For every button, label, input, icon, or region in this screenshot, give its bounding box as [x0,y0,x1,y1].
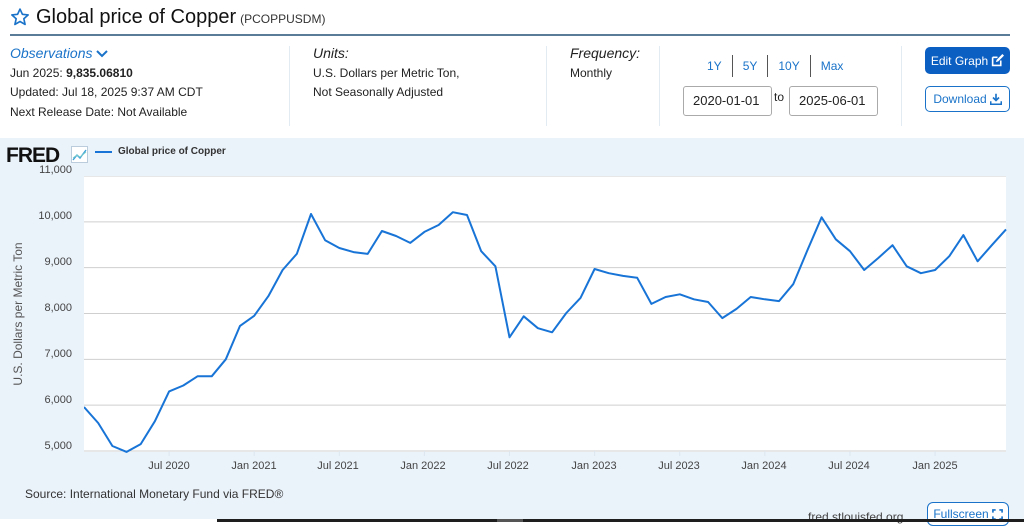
date-range-quick-links: 1Y 5Y 10Y Max [697,55,853,77]
download-icon [989,93,1002,105]
date-to-label: to [774,90,785,104]
legend-label: Global price of Copper [118,146,226,157]
x-tick: Jan 2025 [912,460,958,472]
x-tick: Jan 2021 [231,460,277,472]
divider [289,46,290,126]
y-tick: 10,000 [38,210,72,222]
y-tick: 9,000 [44,256,72,268]
x-tick: Jul 2023 [658,460,700,472]
chart-legend: Global price of Copper [95,146,226,157]
y-tick: 5,000 [44,440,72,452]
range-1y[interactable]: 1Y [697,55,733,77]
source-note: Source: International Monetary Fund via … [25,487,284,501]
edit-graph-button[interactable]: Edit Graph [925,47,1010,74]
units-label: Units: [313,45,349,61]
units-block: Units: U.S. Dollars per Metric Ton, Not … [313,44,460,103]
range-max[interactable]: Max [820,59,844,73]
range-5y[interactable]: 5Y [733,55,769,77]
y-tick: 7,000 [44,348,72,360]
end-date-input[interactable]: 2025-06-01 [789,86,878,116]
x-tick: Jul 2020 [148,460,190,472]
y-tick: 11,000 [39,164,72,176]
scrollbar-thumb[interactable] [497,519,523,522]
x-tick: Jan 2024 [741,460,787,472]
x-tick: Jan 2022 [400,460,446,472]
fullscreen-icon [991,508,1003,520]
chart-line-icon [71,146,88,163]
units-line2: Not Seasonally Adjusted [313,85,444,99]
divider [546,46,547,126]
observations-block: Observations Jun 2025: 9,835.06810 Updat… [10,44,203,122]
series-title-row: Global price of Copper (PCOPPUSDM) [10,4,325,30]
latest-observation: Jun 2025: 9,835.06810 [10,65,133,80]
download-button[interactable]: Download [925,86,1010,112]
series-code: (PCOPPUSDM) [240,12,326,26]
units-line1: U.S. Dollars per Metric Ton, [313,65,460,80]
title-divider [10,34,1010,36]
series-line[interactable] [84,211,1007,453]
range-10y[interactable]: 10Y [768,55,811,77]
updated-text: Updated: Jul 18, 2025 9:37 AM CDT [10,85,203,99]
fullscreen-button[interactable]: Fullscreen [927,502,1009,526]
frequency-label: Frequency: [570,45,641,61]
fred-logo: FRED [6,144,60,167]
divider [659,46,660,126]
series-title: Global price of Copper [36,5,237,28]
legend-swatch [95,150,112,153]
edit-icon [992,54,1005,67]
x-tick: Jan 2023 [571,460,617,472]
x-tick: Jul 2024 [828,460,870,472]
horizontal-scrollbar[interactable] [217,519,1024,522]
chevron-down-icon [96,50,109,58]
divider [901,46,902,126]
frequency-value: Monthly [570,65,613,80]
x-tick: Jul 2021 [317,460,359,472]
frequency-block: Frequency: Monthly [570,44,640,83]
next-release-text: Next Release Date: Not Available [10,104,188,119]
star-icon[interactable] [10,7,30,27]
line-chart-plot[interactable] [84,176,1007,456]
y-tick: 8,000 [44,302,72,314]
observations-toggle[interactable]: Observations [10,44,203,64]
start-date-input[interactable]: 2020-01-01 [683,86,772,116]
y-axis-label: U.S. Dollars per Metric Ton [11,242,25,386]
x-tick: Jul 2022 [487,460,529,472]
y-tick: 6,000 [44,394,72,406]
